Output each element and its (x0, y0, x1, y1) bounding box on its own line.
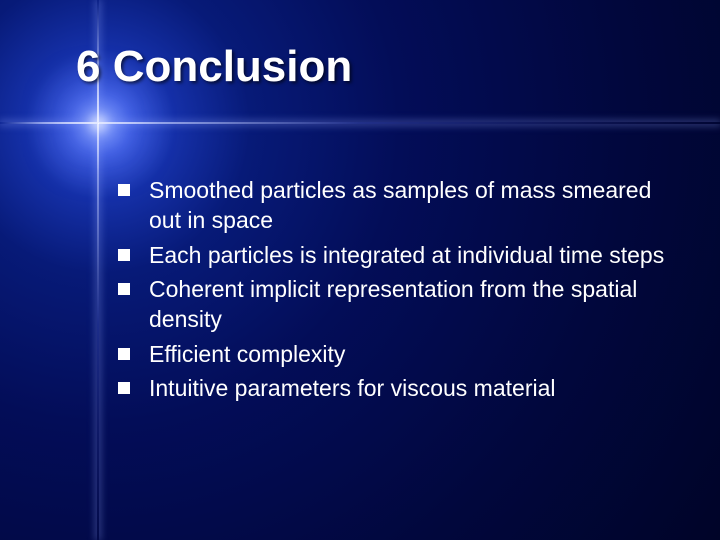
slide-title: 6 Conclusion (76, 42, 352, 92)
bullet-item: Coherent implicit representation from th… (115, 274, 670, 335)
bullet-item: Smoothed particles as samples of mass sm… (115, 175, 670, 236)
bullet-item: Efficient complexity (115, 339, 670, 369)
slide-body: Smoothed particles as samples of mass sm… (115, 175, 670, 408)
bullet-item: Intuitive parameters for viscous materia… (115, 373, 670, 403)
lens-flare-horizontal (0, 122, 720, 124)
bullet-item: Each particles is integrated at individu… (115, 240, 670, 270)
slide: 6 Conclusion Smoothed particles as sampl… (0, 0, 720, 540)
bullet-list: Smoothed particles as samples of mass sm… (115, 175, 670, 404)
lens-flare-core (98, 123, 99, 124)
